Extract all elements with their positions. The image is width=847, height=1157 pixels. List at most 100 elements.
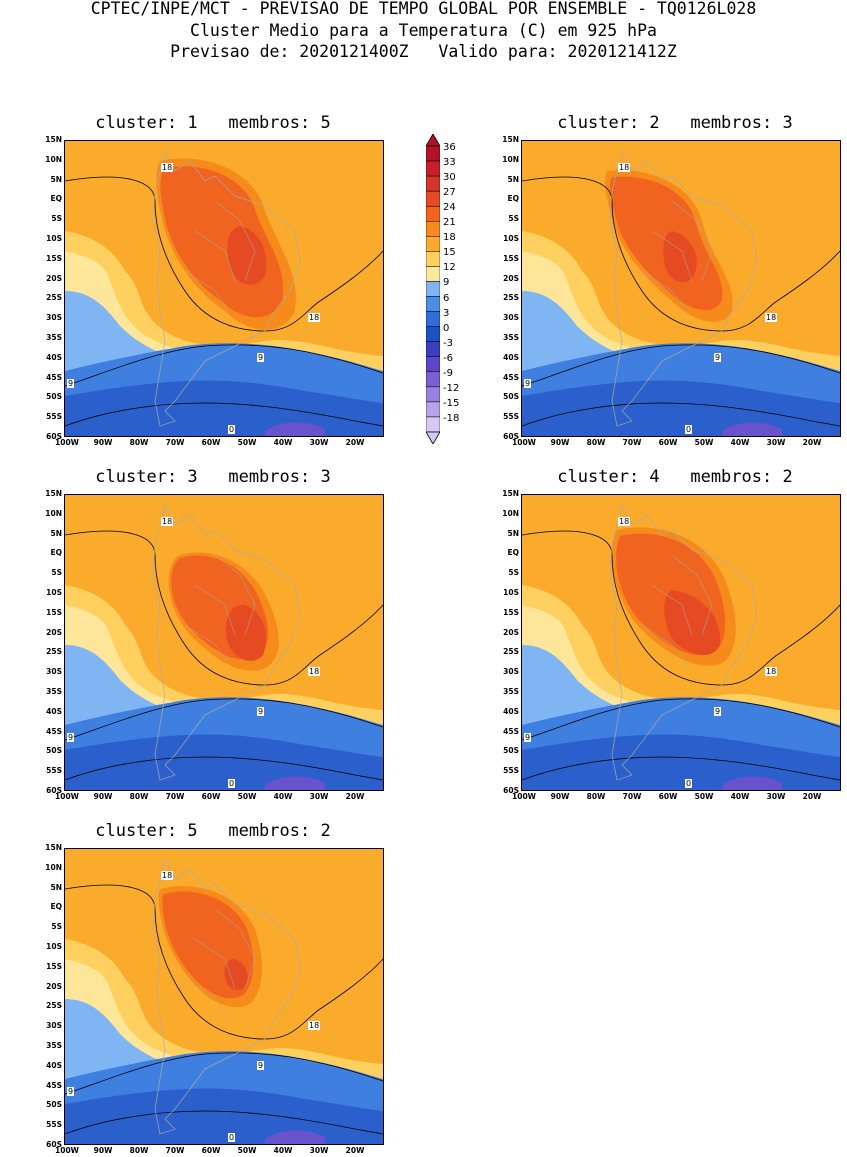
lon-label: 90W <box>93 792 113 801</box>
lat-label: 60S <box>503 432 519 441</box>
lat-label: 5N <box>50 174 63 184</box>
map-area: 18 18 9 9 0 <box>521 494 841 791</box>
lat-label: 35S <box>503 333 519 342</box>
colorbar-swatch <box>426 175 440 192</box>
colorbar-label: -18 <box>443 412 460 424</box>
colorbar-swatch <box>426 205 440 222</box>
lon-label: 90W <box>93 438 113 447</box>
lon-label: 90W <box>550 792 570 801</box>
lat-label: 60S <box>46 1140 62 1149</box>
panel-title: cluster: 3 membros: 3 <box>95 467 331 487</box>
lat-label: 35S <box>503 687 519 696</box>
colorbar-label: 9 <box>443 277 450 289</box>
lat-label: 30S <box>46 313 62 323</box>
contour-label: 9 <box>257 353 265 362</box>
lat-label: 5S <box>51 922 62 932</box>
contour-label: 9 <box>524 733 532 742</box>
map-field <box>65 141 383 436</box>
lon-label: 30W <box>309 438 329 447</box>
map-area: 18 18 9 9 0 <box>521 140 841 437</box>
colorbar-swatch <box>426 160 440 177</box>
lat-label: 10N <box>45 862 62 872</box>
lon-label: 50W <box>237 1146 257 1155</box>
colorbar-label: 24 <box>443 202 456 214</box>
colorbar-top-arrow <box>426 134 440 147</box>
lat-label: 45S <box>46 1080 62 1090</box>
lat-label: 25S <box>46 1001 62 1011</box>
lat-label: 5S <box>508 214 519 224</box>
lat-label: EQ <box>507 194 520 204</box>
colorbar-swatch <box>426 401 440 418</box>
map-field <box>522 495 840 790</box>
lon-label: 70W <box>165 1146 185 1155</box>
lat-label: 20S <box>46 273 62 283</box>
lat-label: 5N <box>507 174 520 184</box>
lat-label: 60S <box>503 786 519 795</box>
lon-label: 40W <box>273 438 293 447</box>
lat-label: 50S <box>46 1100 62 1110</box>
colorbar-swatch <box>426 296 440 312</box>
map-field <box>65 849 383 1144</box>
panel-title: cluster: 4 membros: 2 <box>557 467 793 487</box>
colorbar-label: 36 <box>443 142 456 153</box>
lat-label: 40S <box>46 706 62 716</box>
colorbar-label: -3 <box>443 337 453 349</box>
contour-label: 9 <box>257 707 265 716</box>
lat-label: 15S <box>46 961 62 971</box>
lat-label: 5N <box>50 882 63 892</box>
contour-label: 18 <box>618 517 631 526</box>
lon-label: 80W <box>129 1146 149 1155</box>
map-area: 18 18 9 9 0 <box>64 494 384 791</box>
contour-label: 18 <box>161 517 174 526</box>
contour-label: 0 <box>228 779 236 788</box>
lat-label: 10N <box>502 508 519 518</box>
lon-label: 100W <box>512 438 536 447</box>
contour-label: 18 <box>161 871 174 880</box>
lon-label: 40W <box>730 792 750 801</box>
contour-label: 18 <box>765 667 778 676</box>
contour-label: 9 <box>67 1087 75 1096</box>
colorbar-label: -9 <box>443 367 453 379</box>
lat-label: 25S <box>46 647 62 657</box>
colorbar-label: 6 <box>443 292 450 304</box>
lat-label: 10N <box>45 508 62 518</box>
lat-label: 10S <box>46 234 62 243</box>
lat-label: 20S <box>503 627 519 637</box>
lon-label: 60W <box>201 1146 221 1155</box>
lon-label: 60W <box>658 792 678 801</box>
lon-label: 20W <box>802 438 822 447</box>
colorbar-svg <box>426 134 440 444</box>
colorbar-swatch <box>426 281 440 297</box>
lat-label: 45S <box>46 372 62 382</box>
lat-label: 5S <box>51 214 62 224</box>
contour-label: 18 <box>765 313 778 322</box>
contour-label: 9 <box>714 353 722 362</box>
lon-label: 70W <box>622 438 642 447</box>
header-line-1: CPTEC/INPE/MCT - PREVISAO DE TEMPO GLOBA… <box>90 0 757 18</box>
lat-label: 15N <box>45 843 62 852</box>
lat-label: EQ <box>507 548 520 558</box>
lat-label: 20S <box>46 981 62 991</box>
lon-label: 30W <box>309 1146 329 1155</box>
colorbar-label: -15 <box>443 397 460 409</box>
lon-label: 50W <box>694 438 714 447</box>
lat-label: 25S <box>503 293 519 303</box>
lon-label: 30W <box>766 438 786 447</box>
colorbar-label: 27 <box>443 187 456 199</box>
lat-label: 60S <box>46 432 62 441</box>
lat-label: 50S <box>503 392 519 402</box>
lon-label: 20W <box>345 792 365 801</box>
lon-label: 30W <box>309 792 329 801</box>
contour-label: 9 <box>714 707 722 716</box>
lon-label: 80W <box>586 438 606 447</box>
lon-label: 20W <box>345 1146 365 1155</box>
lat-label: 5S <box>51 568 62 578</box>
lat-label: 10S <box>46 942 62 951</box>
contour-label: 9 <box>67 379 75 388</box>
lat-label: 60S <box>46 786 62 795</box>
panel-title: cluster: 1 membros: 5 <box>95 113 331 133</box>
lat-label: 40S <box>46 1060 62 1070</box>
lat-label: 10N <box>45 154 62 164</box>
lat-label: 45S <box>503 372 519 382</box>
lat-label: 25S <box>46 293 62 303</box>
